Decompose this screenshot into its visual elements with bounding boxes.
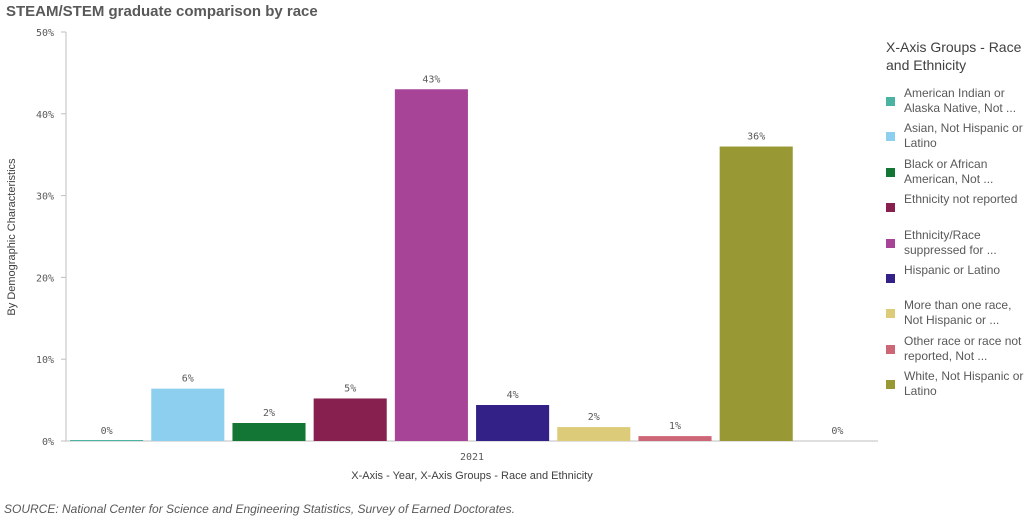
legend-label: Other race or race not reported, Not ... (904, 333, 1022, 363)
y-tick-label: 40% (36, 110, 54, 121)
data-label: 0% (831, 426, 843, 437)
chart-plot: 0%10%20%30%40%50% 0%6%2%5%43%4%2%1%36%0%… (6, 28, 878, 482)
legend-item[interactable]: Asian, Not Hispanic or Latino (886, 119, 1026, 154)
y-tick-label: 10% (36, 355, 54, 366)
bar[interactable] (70, 440, 144, 441)
legend-swatch (886, 132, 895, 142)
data-label: 6% (182, 374, 194, 385)
legend-item[interactable]: Ethnicity/Race suppressed for ... (886, 226, 1026, 261)
chart-title: STEAM/STEM graduate comparison by race (6, 3, 318, 20)
legend-item[interactable]: More than one race, Not Hispanic or ... (886, 296, 1026, 331)
data-label: 4% (507, 390, 519, 401)
legend-label: White, Not Hispanic or Latino (904, 369, 1024, 399)
x-axis-title: X-Axis - Year, X-Axis Groups - Race and … (351, 470, 593, 482)
data-label: 1% (669, 421, 681, 432)
x-tick-label: 2021 (460, 452, 484, 463)
data-label: 43% (422, 74, 440, 85)
legend-swatch (886, 309, 895, 319)
legend-item[interactable]: Black or African American, Not ... (886, 155, 1026, 190)
bars-group (70, 89, 793, 441)
bar[interactable] (394, 89, 468, 441)
data-label: 2% (263, 408, 275, 419)
legend-item[interactable]: Ethnicity not reported (886, 190, 1026, 225)
bar[interactable] (476, 405, 550, 441)
bar[interactable] (557, 427, 631, 441)
y-tick-label: 30% (36, 192, 54, 203)
bar[interactable] (719, 146, 793, 441)
legend-label: American Indian or Alaska Native, Not ..… (904, 86, 1017, 115)
data-label: 36% (747, 132, 765, 143)
data-label: 0% (101, 426, 113, 437)
legend-item[interactable]: Hispanic or Latino (886, 261, 1026, 296)
legend: X-Axis Groups - Race and Ethnicity Ameri… (886, 38, 1026, 403)
legend-label: Ethnicity/Race suppressed for ... (904, 227, 997, 257)
legend-items: American Indian or Alaska Native, Not ..… (886, 84, 1026, 403)
source-note: SOURCE: National Center for Science and … (4, 502, 515, 516)
legend-item[interactable]: American Indian or Alaska Native, Not ..… (886, 84, 1026, 119)
legend-label: Asian, Not Hispanic or Latino (904, 121, 1023, 151)
legend-item[interactable]: White, Not Hispanic or Latino (886, 367, 1026, 402)
legend-label: Hispanic or Latino (904, 262, 1001, 277)
legend-swatch (886, 167, 895, 177)
legend-swatch (886, 203, 895, 213)
data-label: 5% (344, 383, 356, 394)
y-tick-label: 50% (36, 28, 54, 39)
legend-swatch (886, 97, 895, 106)
bar[interactable] (313, 398, 387, 441)
bar[interactable] (151, 388, 225, 441)
y-axis-title: By Demographic Characteristics (6, 158, 18, 316)
legend-title: X-Axis Groups - Race and Ethnicity (886, 39, 1022, 73)
data-label: 2% (588, 412, 600, 423)
y-axis: 0% 10% 20% 30% 40% 50% (36, 28, 66, 448)
legend-swatch (886, 380, 895, 390)
legend-swatch (886, 273, 895, 283)
legend-label: Black or African American, Not ... (904, 156, 994, 186)
data-labels-group: 0% 6% 2% 5% 43% 4% 2% 1% 36% 0% (101, 74, 844, 437)
legend-swatch (886, 238, 895, 248)
legend-swatch (886, 344, 895, 354)
bar[interactable] (232, 423, 306, 441)
legend-label: More than one race, Not Hispanic or ... (904, 298, 1012, 328)
bar[interactable] (638, 436, 712, 441)
legend-label: Ethnicity not reported (904, 192, 1018, 207)
y-tick-label: 20% (36, 273, 54, 284)
legend-item[interactable]: Other race or race not reported, Not ... (886, 332, 1026, 367)
y-tick-label: 0% (42, 437, 54, 448)
